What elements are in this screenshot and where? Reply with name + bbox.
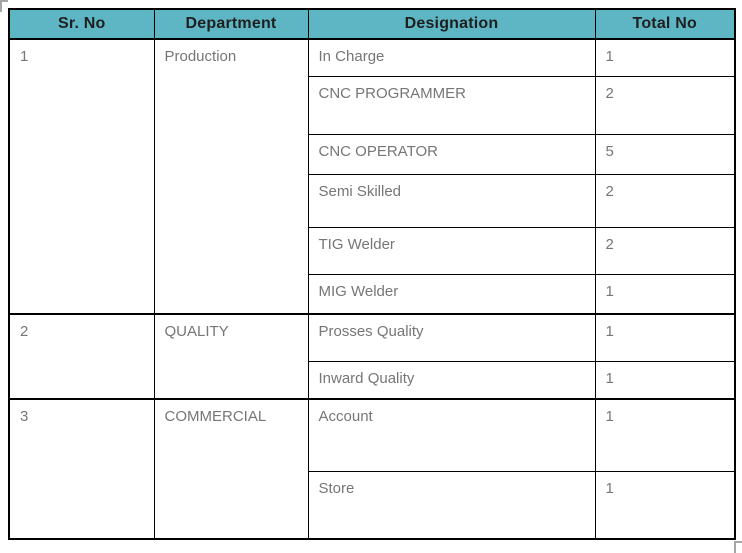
designation-cell[interactable]: Prosses Quality bbox=[307, 313, 596, 362]
designation-cell[interactable]: Semi Skilled bbox=[307, 173, 596, 228]
total-no-cell[interactable]: 1 bbox=[594, 398, 736, 472]
table-row: 1 Production In Charge 1 bbox=[8, 38, 736, 315]
total-no-cell[interactable]: 2 bbox=[594, 173, 736, 228]
designation-cell[interactable]: TIG Welder bbox=[307, 226, 596, 275]
table-body: 1 Production In Charge 1 CNC PROGRAMMER 2 CNC … bbox=[8, 38, 736, 540]
total-no-cell[interactable]: 1 bbox=[594, 38, 736, 77]
designation-cell[interactable]: Store bbox=[307, 470, 596, 540]
department-staffing-table: Sr. No Department Designation Total No 1… bbox=[8, 8, 736, 540]
department-cell[interactable]: QUALITY bbox=[153, 313, 309, 400]
designation-cell[interactable]: Inward Quality bbox=[307, 360, 596, 400]
table-move-handle bbox=[0, 0, 8, 12]
sr-no-cell[interactable]: 1 bbox=[8, 38, 155, 315]
designation-cell[interactable]: CNC OPERATOR bbox=[307, 133, 596, 175]
designation-cell[interactable]: In Charge bbox=[307, 38, 596, 77]
table-header-row: Sr. No Department Designation Total No bbox=[8, 8, 736, 40]
designation-cell[interactable]: MIG Welder bbox=[307, 273, 596, 315]
header-total-no[interactable]: Total No bbox=[594, 8, 736, 40]
department-cell[interactable]: COMMERCIAL bbox=[153, 398, 309, 540]
header-sr-no[interactable]: Sr. No bbox=[8, 8, 155, 40]
total-no-cell[interactable]: 1 bbox=[594, 273, 736, 315]
total-no-cell[interactable]: 1 bbox=[594, 470, 736, 540]
table-row: Store 1 bbox=[9, 470, 736, 540]
table-resize-handle[interactable] bbox=[734, 541, 742, 553]
total-no-cell[interactable]: 5 bbox=[594, 133, 736, 175]
table-row: CNC PROGRAMMER 2 bbox=[9, 75, 736, 135]
header-department[interactable]: Department bbox=[153, 8, 309, 40]
sr-no-cell[interactable]: 2 bbox=[8, 313, 155, 400]
sr-no-cell[interactable]: 3 bbox=[8, 398, 155, 540]
table-row: MIG Welder 1 bbox=[9, 273, 736, 315]
designation-cell[interactable]: CNC PROGRAMMER bbox=[307, 75, 596, 135]
total-no-cell[interactable]: 1 bbox=[594, 313, 736, 362]
designation-cell[interactable]: Account bbox=[307, 398, 596, 472]
department-cell[interactable]: Production bbox=[153, 38, 309, 315]
total-no-cell[interactable]: 2 bbox=[594, 75, 736, 135]
table-row: Semi Skilled 2 bbox=[9, 173, 736, 228]
table-row: 3 COMMERCIAL Account 1 bbox=[8, 398, 736, 540]
table-row: 2 QUALITY Prosses Quality 1 bbox=[8, 313, 736, 400]
total-no-cell[interactable]: 2 bbox=[594, 226, 736, 275]
total-no-cell[interactable]: 1 bbox=[594, 360, 736, 400]
header-designation[interactable]: Designation bbox=[307, 8, 596, 40]
table-row: CNC OPERATOR 5 bbox=[9, 133, 736, 175]
